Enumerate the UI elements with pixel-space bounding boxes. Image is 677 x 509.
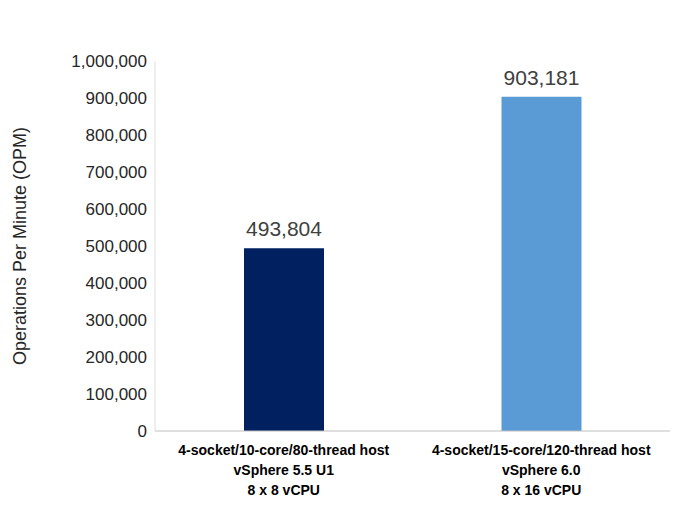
svg-text:600,000: 600,000 bbox=[86, 200, 147, 219]
svg-text:Operations Per Minute (OPM): Operations Per Minute (OPM) bbox=[10, 127, 30, 365]
svg-text:0: 0 bbox=[138, 422, 147, 441]
svg-text:493,804: 493,804 bbox=[246, 217, 322, 240]
svg-text:4-socket/15-core/120-thread ho: 4-socket/15-core/120-thread hostvSphere … bbox=[432, 442, 651, 498]
svg-text:903,181: 903,181 bbox=[504, 66, 580, 89]
svg-text:4-socket/10-core/80-thread hos: 4-socket/10-core/80-thread hostvSphere 5… bbox=[178, 442, 389, 498]
svg-text:500,000: 500,000 bbox=[86, 237, 147, 256]
svg-text:1,000,000: 1,000,000 bbox=[71, 52, 147, 71]
svg-text:300,000: 300,000 bbox=[86, 311, 147, 330]
svg-text:700,000: 700,000 bbox=[86, 163, 147, 182]
svg-text:400,000: 400,000 bbox=[86, 274, 147, 293]
svg-text:800,000: 800,000 bbox=[86, 126, 147, 145]
svg-text:200,000: 200,000 bbox=[86, 348, 147, 367]
svg-text:900,000: 900,000 bbox=[86, 89, 147, 108]
svg-text:100,000: 100,000 bbox=[86, 385, 147, 404]
